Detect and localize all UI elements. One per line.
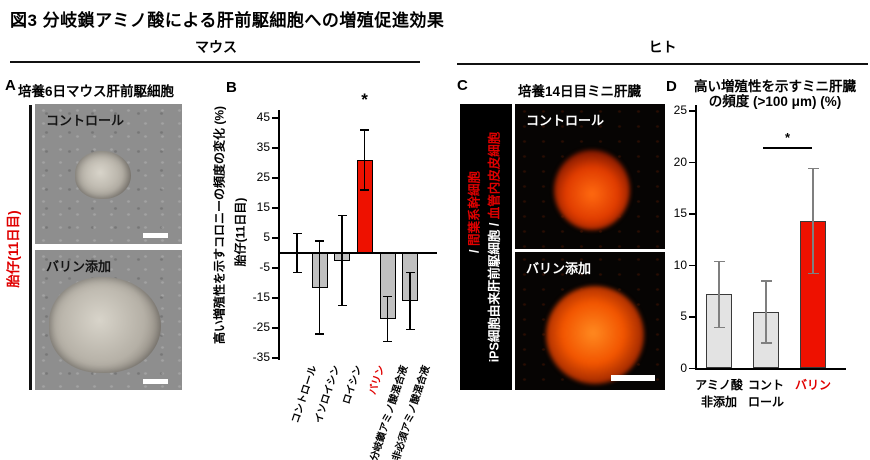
panel-c-control-caption: コントロール	[526, 113, 605, 128]
panel-a-label: A	[5, 77, 16, 94]
y-tick-label: 35	[256, 140, 270, 154]
significance-star: *	[784, 130, 791, 145]
cell-colony	[75, 151, 131, 199]
y-tick-label: 5	[263, 230, 270, 244]
y-tick-label: 45	[256, 110, 270, 124]
panel-c-valine-caption: バリン添加	[526, 261, 592, 276]
mouse-section-underline	[10, 61, 420, 63]
panel-a-valine-caption: バリン添加	[46, 259, 112, 274]
section-label-human: ヒト	[648, 39, 677, 55]
scale-bar	[143, 379, 168, 384]
y-tick-label: -15	[252, 290, 270, 304]
y-tick-label: 25	[256, 170, 270, 184]
y-tick-label: 10	[673, 257, 687, 272]
panel-c-legend-line2: / 間葉系幹細胞	[464, 171, 483, 253]
mini-liver-organoid	[554, 150, 630, 230]
legend-slash: /	[467, 246, 482, 253]
scale-bar	[143, 233, 168, 238]
panel-c-control-image: コントロール	[515, 104, 665, 249]
panel-b-label: B	[226, 79, 237, 96]
y-tick-label: -25	[252, 320, 270, 334]
legend-mesenchymal-cells: 間葉系幹細胞	[467, 171, 482, 247]
y-tick-label: 5	[680, 309, 687, 323]
panel-d-label: D	[666, 78, 677, 95]
x-category-label: バリン	[794, 378, 831, 392]
section-label-mouse: マウス	[195, 39, 237, 55]
panel-a-side-label: 胎仔(11日目)	[6, 210, 21, 288]
scale-bar	[611, 375, 655, 381]
y-tick-label: 15	[256, 200, 270, 214]
mini-liver-organoid	[546, 286, 644, 384]
panel-c-legend-strip: iPS細胞由来肝前駆細胞 / 血管内皮皮細胞 / 間葉系幹細胞	[460, 104, 512, 390]
panel-a-header: 培養6日マウス肝前駆細胞	[18, 84, 175, 99]
panel-a-control-image: コントロール	[35, 104, 182, 244]
x-category-label: コント ロール	[747, 378, 784, 409]
bar	[706, 294, 732, 369]
panel-c-legend-line1: iPS細胞由来肝前駆細胞 / 血管内皮皮細胞	[484, 132, 503, 363]
y-tick-label: 20	[673, 154, 687, 169]
y-tick-label: 25	[673, 103, 687, 117]
figure-title: 図3 分岐鎖アミノ酸による肝前駆細胞への増殖促進効果	[10, 11, 445, 30]
legend-endothelial-cells: 血管内皮皮細胞	[487, 131, 502, 220]
cell-colony	[49, 277, 161, 373]
y-tick-label: -5	[259, 260, 270, 274]
x-category-label: アミノ酸 非添加	[695, 378, 743, 409]
panel-c-label: C	[457, 77, 468, 94]
significance-star: *	[361, 90, 368, 109]
y-tick-label: 15	[673, 206, 687, 220]
panel-c-valine-image: バリン添加	[515, 252, 665, 390]
panel-d-title: 高い増殖性を示すミニ肝臓 の頻度 (>100 μm) (%)	[680, 79, 870, 109]
panel-a-control-caption: コントロール	[46, 113, 125, 128]
panel-b-chart: 45 35 25 15 5 -5 -15 -25 -35 コントロール イソロイシン ロイシン バリン分…	[250, 90, 450, 460]
panel-a-valine-image: バリン添加	[35, 250, 182, 390]
panel-c-header: 培養14日目ミニ肝臓	[518, 84, 642, 99]
legend-ips-cells: iPS細胞由来肝前駆細胞 /	[487, 219, 502, 363]
panel-d-chart: 0 5 10 15 20 25 アミノ酸 非添加 コント ロール バリン *	[655, 75, 870, 460]
y-tick-label: 0	[680, 360, 687, 375]
panel-d-title-line2: の頻度 (>100 μm) (%)	[708, 94, 842, 109]
panel-a-bracket	[29, 105, 32, 390]
y-tick-label: -35	[252, 350, 270, 364]
human-section-underline	[457, 63, 868, 65]
panel-d-title-line1: 高い増殖性を示すミニ肝臓	[694, 79, 856, 94]
panel-b-ylabel: 高い増殖性を示すコロニーの頻度の変化 (%)	[212, 106, 227, 344]
x-category-label: バリン	[367, 364, 387, 397]
